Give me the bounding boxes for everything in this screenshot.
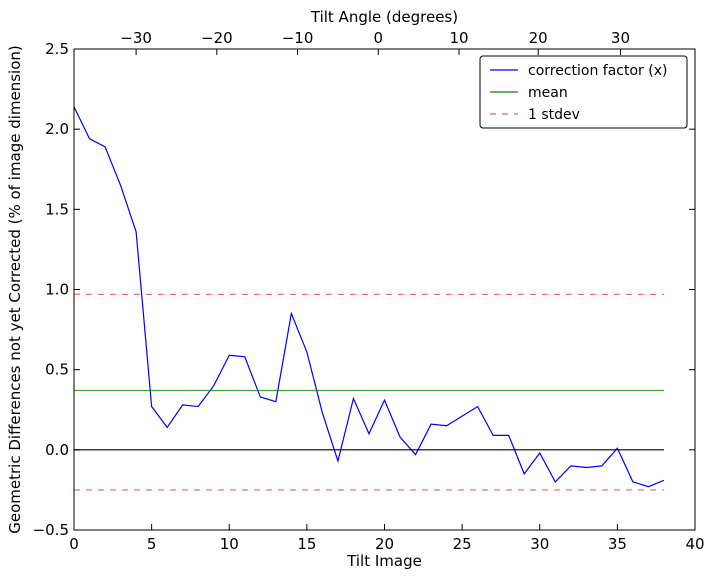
top-tick-label: 20 xyxy=(529,29,548,47)
series-layer xyxy=(73,106,665,491)
y-tick-label: 0.5 xyxy=(45,361,69,379)
y-tick-label: −0.5 xyxy=(33,521,69,539)
top-tick-label: −10 xyxy=(282,29,314,47)
x-tick-label: 30 xyxy=(530,535,549,553)
series-line-0 xyxy=(73,106,665,488)
legend-box xyxy=(479,55,688,129)
x-tick-label: 10 xyxy=(220,535,239,553)
x-tick-label: 40 xyxy=(685,535,704,553)
x-tick-label: 0 xyxy=(69,535,79,553)
legend-label: correction factor (x) xyxy=(528,63,667,79)
x-tick-label: 35 xyxy=(608,535,627,553)
top-tick-label: −20 xyxy=(201,29,233,47)
x-tick-label: 25 xyxy=(453,535,472,553)
y-tick-label: 2.0 xyxy=(45,120,69,138)
top-tick-label: 30 xyxy=(611,29,630,47)
y-tick-label: 2.5 xyxy=(45,40,69,58)
y-tick-label: 0.0 xyxy=(45,441,69,459)
y-tick-label: 1.5 xyxy=(45,200,69,218)
x-tick-label: 15 xyxy=(297,535,316,553)
top-axis-title: Tilt Angle (degrees) xyxy=(310,8,458,26)
legend-label: 1 stdev xyxy=(528,107,580,123)
top-tick-label: 10 xyxy=(449,29,468,47)
y-tick-label: 1.0 xyxy=(45,281,69,299)
top-tick-label: −30 xyxy=(120,29,152,47)
top-tick-label: 0 xyxy=(374,29,384,47)
legend: correction factor (x) mean 1 stdev xyxy=(479,55,688,129)
x-tick-label: 20 xyxy=(375,535,394,553)
x-axis-title: Tilt Image xyxy=(346,552,422,570)
ticks-layer: 0 5 10 15 20 25 30 35 40 −0.5 0.0 0.5 1.0 1.5 2.0 2.5 −3… xyxy=(33,29,705,553)
y-axis-title: Geometric Differences not yet Corrected … xyxy=(6,45,24,534)
legend-label: mean xyxy=(528,85,568,101)
x-tick-label: 5 xyxy=(147,535,157,553)
